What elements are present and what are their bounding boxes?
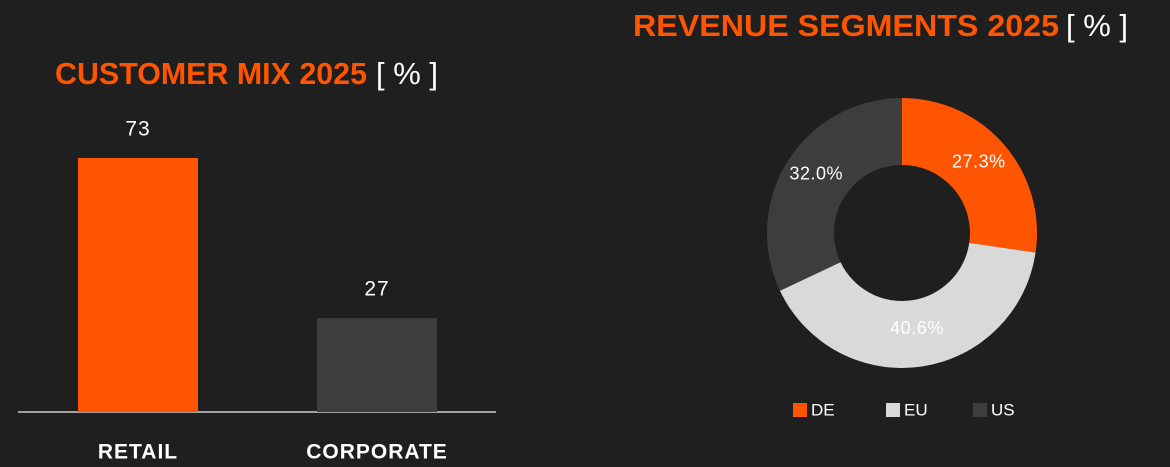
value-label: 27: [364, 278, 389, 301]
pie-slice: [779, 242, 1036, 368]
chart-unit: [ % ]: [376, 56, 438, 91]
value-label: 73: [125, 118, 150, 141]
bar: [78, 158, 198, 412]
chart-unit: [ % ]: [1066, 8, 1128, 43]
slice-label: 32.0%: [789, 163, 843, 183]
slice-label: 40.6%: [890, 318, 944, 338]
pie-slice: [902, 98, 1037, 253]
x-tick-label: RETAIL: [98, 441, 178, 464]
bar: [317, 318, 437, 412]
legend-label: EU: [904, 400, 928, 419]
legend-label: DE: [811, 400, 835, 419]
legend-swatch: [973, 403, 987, 417]
chart-title: CUSTOMER MIX 2025: [55, 56, 367, 91]
pie-slice: [766, 98, 902, 291]
x-tick-label: CORPORATE: [306, 441, 448, 464]
legend-swatch: [886, 403, 900, 417]
slice-label: 27.3%: [952, 151, 1006, 171]
chart-title: REVENUE SEGMENTS 2025: [633, 8, 1059, 43]
legend-swatch: [793, 403, 807, 417]
legend-label: US: [991, 400, 1015, 419]
